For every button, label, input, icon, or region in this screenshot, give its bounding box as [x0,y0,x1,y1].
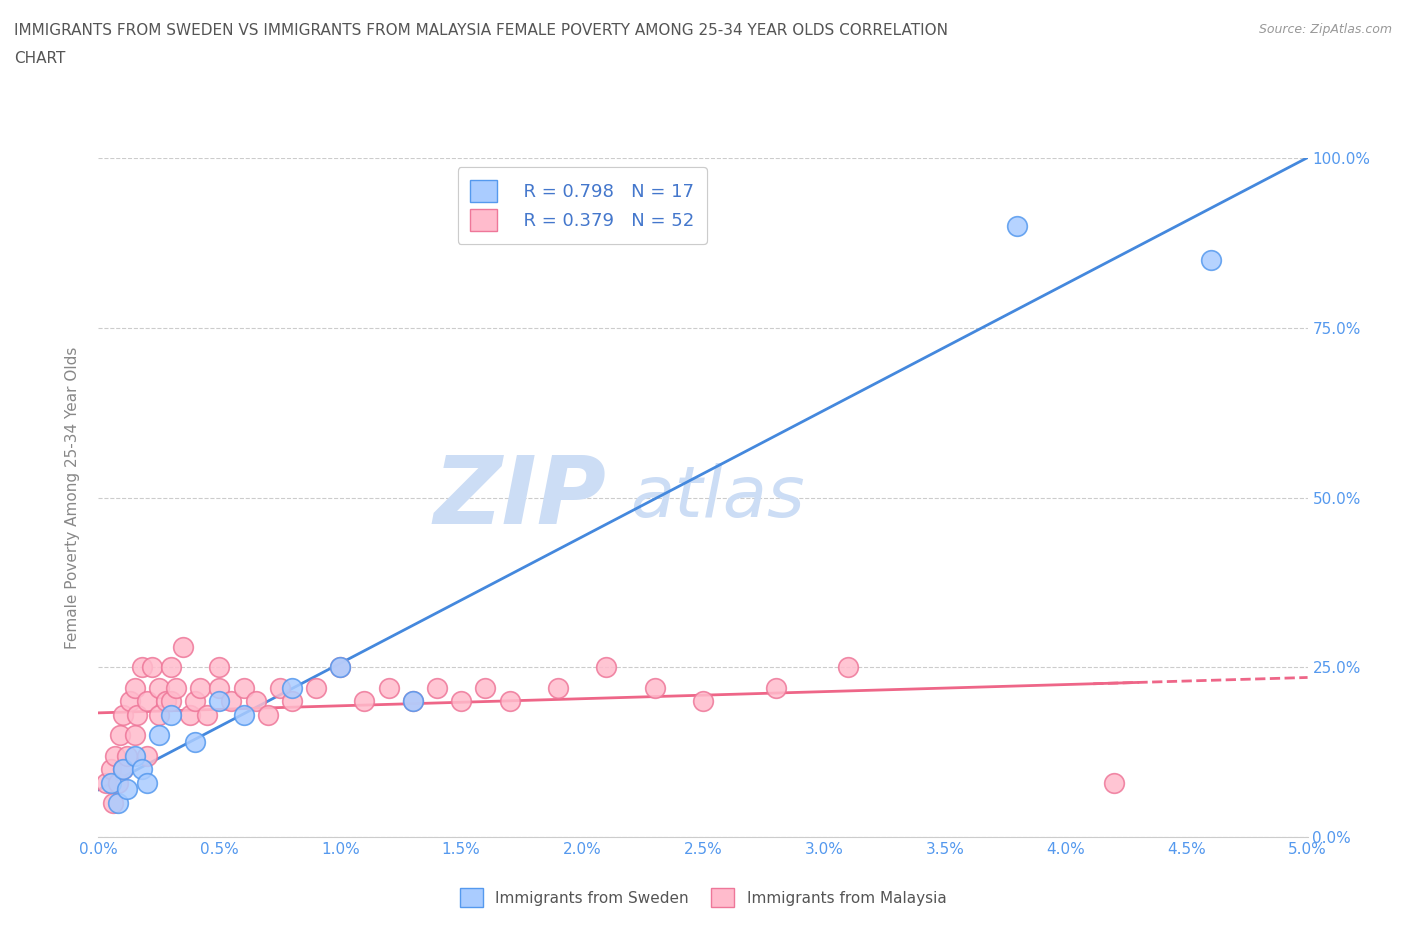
Point [426,680,449,695]
Point [353,694,375,709]
Point [208,680,231,695]
Point [184,694,207,709]
Text: ZIP: ZIP [433,452,606,543]
Point [111,708,134,723]
Point [131,762,153,777]
Point [127,708,149,723]
Point [108,727,131,742]
Point [221,694,243,709]
Point [208,660,231,675]
Point [100,776,122,790]
Point [172,640,194,655]
Point [107,776,129,790]
Legend:   R = 0.798   N = 17,   R = 0.379   N = 52: R = 0.798 N = 17, R = 0.379 N = 52 [457,167,707,244]
Point [135,776,157,790]
Point [1007,219,1029,233]
Point [124,727,146,742]
Point [208,694,231,709]
Point [595,660,617,675]
Point [101,796,124,811]
Point [644,680,666,695]
Point [118,694,141,709]
Point [1102,776,1125,790]
Point [377,680,399,695]
Point [474,680,496,695]
Point [329,660,352,675]
Point [402,694,425,709]
Point [547,680,569,695]
Point [195,708,218,723]
Point [692,694,714,709]
Point [131,660,153,675]
Point [256,708,278,723]
Point [148,680,170,695]
Point [155,694,177,709]
Point [111,762,134,777]
Point [104,748,127,763]
Point [281,680,304,695]
Point [232,708,254,723]
Text: Source: ZipAtlas.com: Source: ZipAtlas.com [1258,23,1392,36]
Point [148,727,170,742]
Y-axis label: Female Poverty Among 25-34 Year Olds: Female Poverty Among 25-34 Year Olds [65,346,80,649]
Text: CHART: CHART [14,51,66,66]
Legend: Immigrants from Sweden, Immigrants from Malaysia: Immigrants from Sweden, Immigrants from … [454,883,952,913]
Point [160,660,183,675]
Point [165,680,187,695]
Point [148,708,170,723]
Point [269,680,291,695]
Point [111,762,134,777]
Point [450,694,472,709]
Point [107,796,129,811]
Point [402,694,425,709]
Point [124,680,146,695]
Point [117,748,139,763]
Point [117,782,139,797]
Point [245,694,267,709]
Point [329,660,352,675]
Point [232,680,254,695]
Point [100,762,122,777]
Point [1199,252,1222,268]
Point [160,694,183,709]
Point [498,694,520,709]
Point [179,708,201,723]
Point [188,680,211,695]
Point [281,694,304,709]
Point [141,660,163,675]
Point [765,680,787,695]
Point [124,748,146,763]
Text: IMMIGRANTS FROM SWEDEN VS IMMIGRANTS FROM MALAYSIA FEMALE POVERTY AMONG 25-34 YE: IMMIGRANTS FROM SWEDEN VS IMMIGRANTS FRO… [14,23,948,38]
Text: atlas: atlas [630,463,806,532]
Point [837,660,859,675]
Point [94,776,117,790]
Point [160,708,183,723]
Point [305,680,328,695]
Point [184,735,207,750]
Point [135,748,157,763]
Point [135,694,157,709]
